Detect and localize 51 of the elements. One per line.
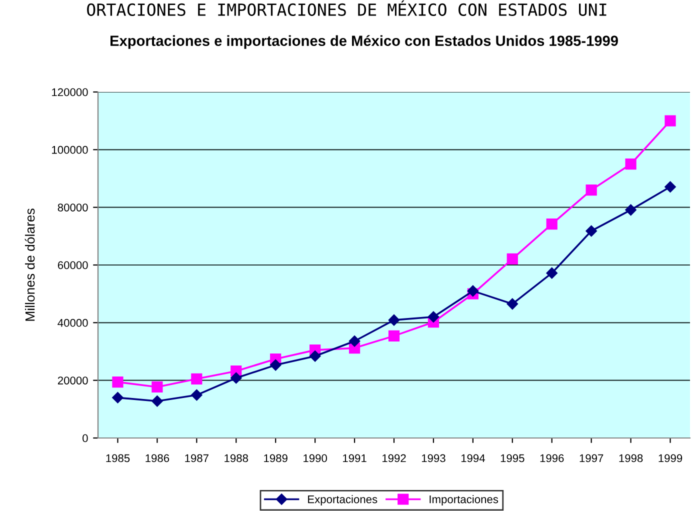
x-tick-label: 1992 xyxy=(382,454,406,462)
point xyxy=(348,336,360,347)
y-axis-title: Millones de dólares xyxy=(24,208,35,321)
x-tick-label: 1993 xyxy=(422,454,446,462)
x-tick-label: 1991 xyxy=(343,454,366,462)
point xyxy=(428,311,440,323)
y-tick-label: 120000 xyxy=(52,88,88,96)
x-tick-label: 1997 xyxy=(580,454,604,462)
point xyxy=(586,184,597,196)
x-tick-label: 1988 xyxy=(224,454,248,462)
legend-label: Importaciones xyxy=(430,495,498,506)
point xyxy=(112,376,124,388)
point xyxy=(309,350,321,362)
point xyxy=(586,225,597,237)
point xyxy=(664,115,676,126)
text: ORTACIONES E IMPORTACIONES DE MÉXICO CON ESTADOS UNI xyxy=(87,0,606,16)
point xyxy=(230,372,242,384)
point xyxy=(388,330,400,342)
y-tick-label: 100000 xyxy=(52,146,88,154)
y-tick-label: 20000 xyxy=(58,376,88,384)
x-tick-label: 1996 xyxy=(540,454,564,462)
point xyxy=(625,204,636,216)
point xyxy=(152,395,163,407)
legend-label: Exportaciones xyxy=(308,495,378,506)
point xyxy=(664,181,676,192)
x-tick-label: 1987 xyxy=(185,454,208,462)
y-tick-label: 40000 xyxy=(58,318,88,327)
x-tick-label: 1989 xyxy=(264,454,288,462)
x-tick-label: 1990 xyxy=(304,454,327,462)
y-tick-label: 0 xyxy=(82,434,88,442)
x-tick-label: 1986 xyxy=(146,454,170,462)
x-tick-label: 1995 xyxy=(500,454,524,462)
point xyxy=(625,158,636,170)
point xyxy=(506,253,518,264)
x-tick-label: 1998 xyxy=(619,454,643,462)
point xyxy=(467,285,479,297)
y-tick-label: 80000 xyxy=(58,204,88,212)
point xyxy=(270,359,282,371)
point xyxy=(152,381,163,393)
point xyxy=(388,314,400,326)
point xyxy=(191,389,202,401)
x-tick-label: 1994 xyxy=(461,454,485,462)
chart-title: Exportaciones e importaciones de México con Estados Unidos 1985-1999 xyxy=(110,35,618,49)
point xyxy=(506,298,518,310)
y-tick-label: 60000 xyxy=(58,261,88,270)
point xyxy=(546,218,558,230)
point xyxy=(546,267,558,279)
x-tick-label: 1999 xyxy=(658,454,682,462)
point xyxy=(191,373,202,384)
x-tick-label: 1985 xyxy=(106,454,130,462)
point xyxy=(112,392,124,404)
